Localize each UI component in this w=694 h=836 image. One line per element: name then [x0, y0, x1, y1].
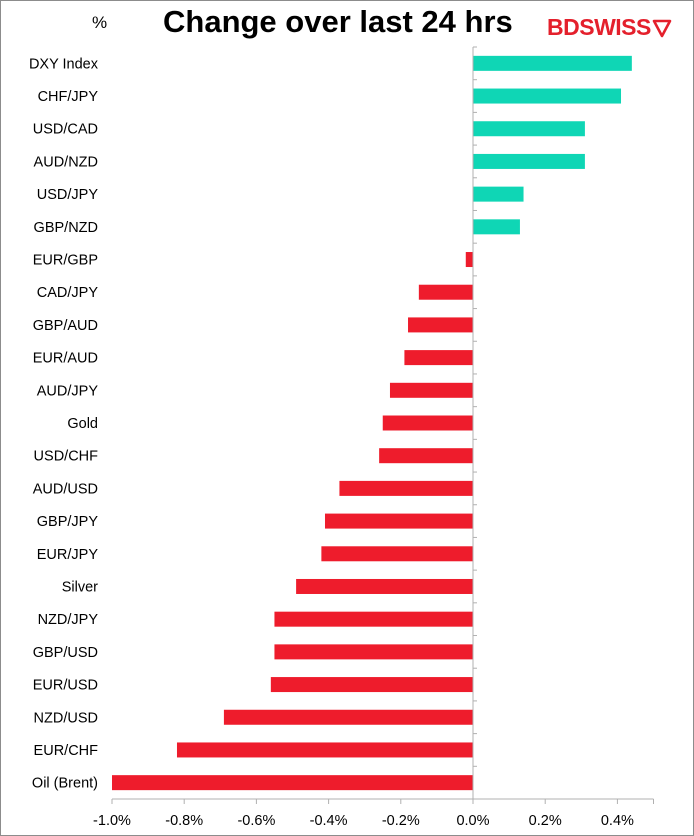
bar [223, 709, 473, 725]
bar [418, 284, 473, 300]
bar [389, 382, 473, 398]
bar [339, 480, 473, 496]
brand-logo: BD SWISS [547, 14, 672, 41]
bar [473, 88, 622, 104]
bar [473, 153, 585, 169]
bar [465, 252, 473, 268]
bar [382, 415, 473, 431]
category-label: AUD/NZD [34, 154, 98, 170]
category-label: EUR/AUD [33, 351, 98, 367]
x-tick-label: -1.0% [93, 813, 131, 829]
category-label: DXY Index [29, 56, 99, 72]
unit-label: % [92, 13, 108, 32]
category-label: USD/CAD [33, 122, 98, 138]
category-label: EUR/JPY [37, 547, 99, 563]
category-label: GBP/USD [33, 645, 98, 661]
bar [296, 578, 473, 594]
bar [321, 546, 473, 562]
category-label: EUR/CHF [34, 743, 99, 759]
category-label: NZD/USD [34, 710, 98, 726]
category-label: EUR/USD [33, 678, 98, 694]
arrow-flag-icon [652, 19, 672, 37]
category-label: USD/CHF [34, 449, 99, 465]
bar [379, 448, 473, 464]
category-label: AUD/JPY [37, 383, 99, 399]
category-label: EUR/GBP [33, 253, 98, 269]
category-label: GBP/AUD [33, 318, 98, 334]
bars [112, 55, 632, 791]
bar [274, 611, 473, 627]
bar [473, 55, 632, 71]
category-label: Gold [67, 416, 98, 432]
category-label: USD/JPY [37, 187, 99, 203]
bar [270, 677, 473, 693]
brand-logo-part1: BD [547, 14, 580, 40]
bar [274, 644, 473, 660]
category-label: CAD/JPY [37, 285, 99, 301]
category-label: GBP/JPY [37, 514, 99, 530]
x-tick-label: -0.8% [165, 813, 203, 829]
bar [404, 350, 473, 366]
category-label: GBP/NZD [34, 220, 98, 236]
bar [112, 775, 473, 791]
category-label: Oil (Brent) [32, 776, 98, 792]
category-label: CHF/JPY [38, 89, 99, 105]
chart-title: Change over last 24 hrs [163, 4, 513, 39]
category-label: NZD/JPY [38, 612, 99, 628]
x-tick-label: -0.4% [310, 813, 348, 829]
bar [176, 742, 474, 758]
x-tick-label: 0.2% [529, 813, 562, 829]
bar [473, 121, 585, 137]
brand-logo-part2: SWISS [579, 14, 651, 40]
x-tick-label: 0.4% [601, 813, 634, 829]
bar [408, 317, 473, 333]
bar [324, 513, 473, 529]
x-tick-label: 0.0% [456, 813, 489, 829]
bar [473, 219, 520, 235]
bar [473, 186, 524, 202]
x-tick-label: -0.6% [237, 813, 275, 829]
category-label: AUD/USD [33, 481, 98, 497]
x-tick-label: -0.2% [382, 813, 420, 829]
category-label: Silver [62, 579, 98, 595]
